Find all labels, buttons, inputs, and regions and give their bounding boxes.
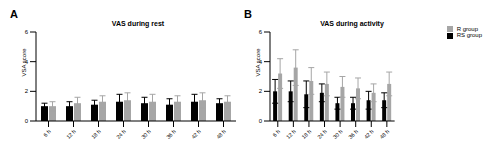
html-text:VAS during rest: VAS during rest xyxy=(111,20,165,27)
svg-text:30 h: 30 h xyxy=(140,128,152,140)
svg-text:18 h: 18 h xyxy=(301,128,313,140)
html-text:VAS during activity: VAS during activity xyxy=(320,20,384,27)
svg-text:2: 2 xyxy=(25,88,29,94)
html-text:B: B xyxy=(244,8,252,20)
svg-text:VSA score: VSA score xyxy=(255,48,261,77)
svg-text:36 h: 36 h xyxy=(347,128,359,140)
html-text:A: A xyxy=(10,8,18,20)
svg-text:48 h: 48 h xyxy=(215,128,227,140)
svg-text:VSA score: VSA score xyxy=(21,48,27,77)
svg-text:24 h: 24 h xyxy=(115,128,127,140)
svg-text:6: 6 xyxy=(25,29,29,35)
svg-text:36 h: 36 h xyxy=(165,128,177,140)
html-text:RS group: RS group xyxy=(456,32,482,39)
svg-text:12 h: 12 h xyxy=(65,128,77,140)
svg-text:6 h: 6 h xyxy=(272,128,282,138)
svg-text:30 h: 30 h xyxy=(332,128,344,140)
svg-text:2: 2 xyxy=(259,88,263,94)
svg-text:48 h: 48 h xyxy=(378,128,390,140)
svg-text:12 h: 12 h xyxy=(285,128,297,140)
svg-text:0: 0 xyxy=(259,118,263,124)
svg-text:42 h: 42 h xyxy=(363,128,375,140)
svg-text:18 h: 18 h xyxy=(90,128,102,140)
svg-text:0: 0 xyxy=(25,118,29,124)
html-text:R group: R group xyxy=(456,26,478,32)
svg-text:24 h: 24 h xyxy=(316,128,328,140)
svg-text:42 h: 42 h xyxy=(190,128,202,140)
svg-text:6 h: 6 h xyxy=(42,128,52,138)
svg-text:6: 6 xyxy=(259,29,263,35)
